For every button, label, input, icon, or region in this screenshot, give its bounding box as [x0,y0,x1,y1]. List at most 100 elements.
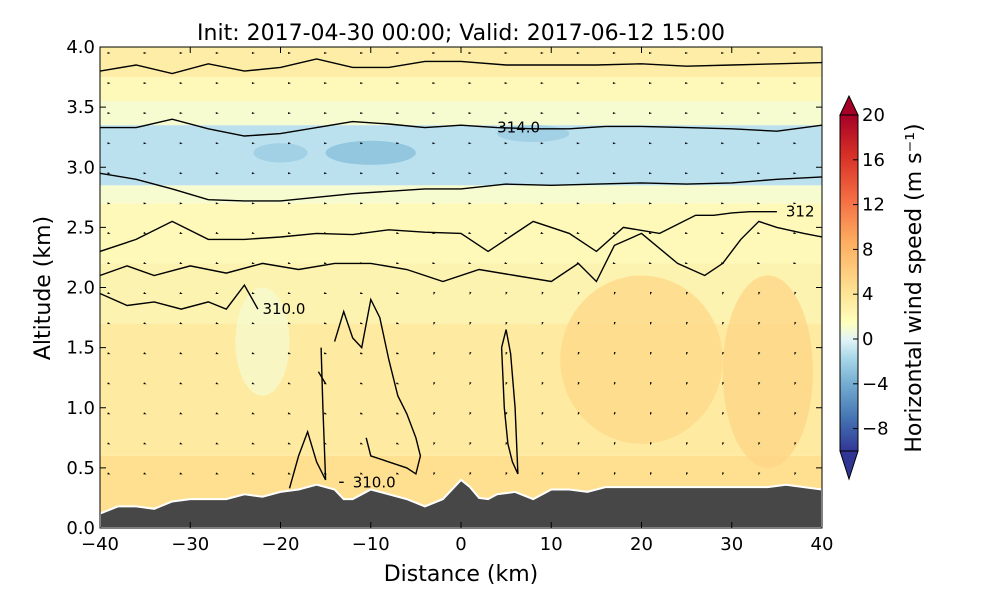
wind-vector [215,472,219,475]
wind-vector-head [360,142,364,145]
wind-vector-head [433,321,436,325]
wind-vector [287,382,291,385]
wind-vector [468,82,472,85]
wind-vector-head [722,381,725,386]
wind-patch [722,275,813,468]
wind-vector-head [576,231,580,234]
wind-vector-head [540,52,544,55]
wind-vector [469,442,472,446]
wind-vector-head [686,351,689,356]
wind-vector-head [179,142,183,145]
wind-vector-head [758,321,761,325]
wind-vector-head [541,442,544,446]
wind-vector [469,472,472,476]
wind-vector-head [396,352,400,355]
x-tick-label: −40 [81,534,119,555]
colorbar-ticks: 20 16 12 8 4 0 −4 −8 [853,105,889,440]
wind-vector [288,172,292,175]
wind-patch [325,140,416,165]
terrain-fill [100,478,822,528]
wind-vector [324,172,328,175]
wind-vector [433,442,436,446]
wind-vector [433,321,436,325]
wind-vector [504,142,508,145]
colorbar-body [839,114,859,452]
wind-vector-head [251,322,255,325]
wind-vector-head [215,412,219,415]
wind-vector-head [107,202,111,205]
wind-vector [288,202,292,205]
wind-vector-head [251,112,255,115]
wind-vector [541,472,544,476]
theta-contour [100,118,822,137]
wind-vector [323,412,328,415]
wind-vector-head [143,412,147,415]
wind-vector-head [577,472,580,476]
wind-vector [143,292,147,295]
wind-vector [576,202,580,205]
wind-vector [396,292,400,295]
wind-vector [107,231,111,234]
wind-vector [215,382,219,385]
wind-vector [540,172,544,175]
wind-vector [794,381,797,386]
wind-vector-head [179,442,183,445]
wind-vector-head [577,351,580,356]
wind-vector [540,261,544,264]
wind-vector-head [757,261,761,264]
wind-vector-head [758,291,761,295]
wind-vector [757,112,761,115]
wind-vector-head [251,202,255,205]
wind-vector [468,231,472,234]
wind-vector-head [613,351,616,356]
wind-vector [612,112,616,115]
wind-vector-head [360,112,364,115]
wind-vector-head [650,412,652,416]
wind-vector [649,52,653,55]
wind-vector-head [396,52,400,55]
wind-vector-head [721,52,725,55]
colorbar-tick-label: 20 [862,105,885,126]
wind-vector [505,351,508,356]
wind-vector [540,52,544,55]
wind-vector-head [179,352,183,355]
wind-vector-head [613,381,616,386]
wind-vector-head [686,472,689,476]
wind-vector [396,442,400,445]
wind-vector [396,52,400,55]
wind-vector [649,112,653,115]
wind-vector [685,202,689,205]
wind-vector-head [179,292,183,295]
wind-vector [794,472,797,476]
wind-vector [469,291,472,295]
wind-vector [396,352,400,355]
wind-vector-head [215,472,219,475]
wind-vector [251,261,255,264]
wind-vector-head [359,292,364,295]
wind-vector-head [540,202,544,205]
wind-vector-head [433,381,436,386]
wind-vector-head [360,52,364,55]
wind-vector [505,472,508,476]
wind-vector [686,412,689,416]
wind-vector [613,412,616,416]
wind-speed-field [100,47,822,528]
wind-vector-head [613,442,616,446]
wind-vector [251,322,255,325]
wind-vector-head [793,52,797,55]
wind-vector [288,142,292,145]
wind-vector [649,142,653,145]
wind-vector [758,351,761,356]
wind-vector-head [287,322,291,325]
wind-vector-head [757,202,761,205]
wind-vector [505,381,508,386]
wind-vector-head [179,202,183,205]
wind-vector-head [396,292,400,295]
wind-vector [613,291,616,295]
wind-vector-head [793,142,797,145]
wind-vector-head [576,172,580,175]
wind-vector [215,142,219,145]
wind-vector [396,231,400,234]
wind-vector-head [179,112,183,115]
wind-vector [793,82,797,85]
